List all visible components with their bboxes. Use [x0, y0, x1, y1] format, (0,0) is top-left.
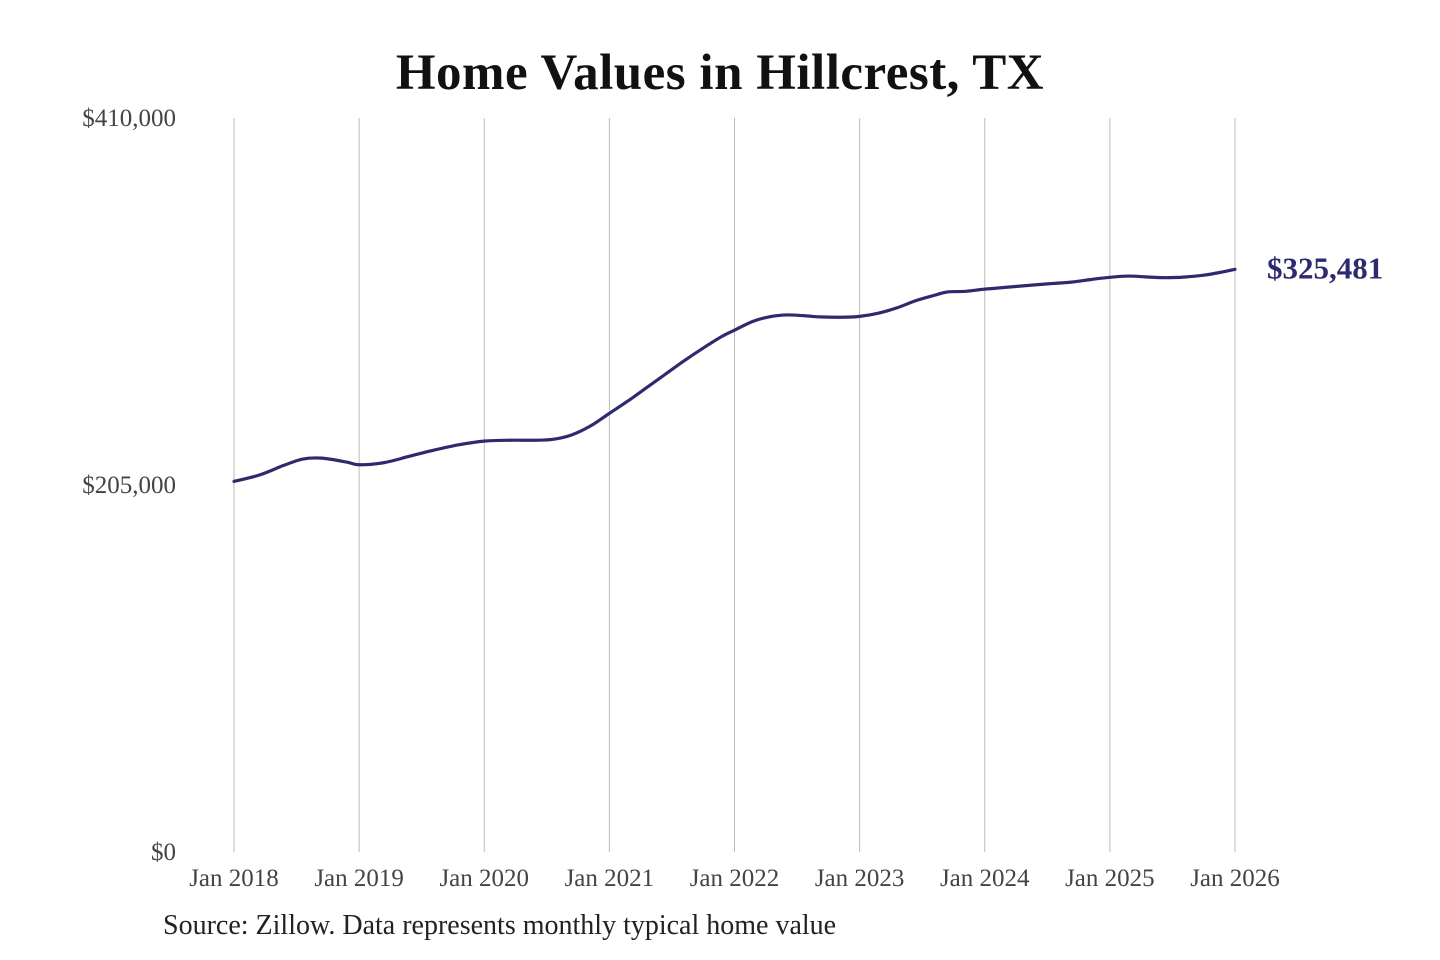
svg-text:Jan 2023: Jan 2023: [815, 865, 905, 892]
svg-text:Jan 2018: Jan 2018: [189, 865, 279, 892]
svg-text:Jan 2020: Jan 2020: [439, 865, 529, 892]
svg-text:Jan 2025: Jan 2025: [1065, 865, 1155, 892]
svg-text:Jan 2024: Jan 2024: [940, 865, 1030, 892]
svg-text:$205,000: $205,000: [82, 472, 176, 499]
svg-text:Jan 2019: Jan 2019: [314, 865, 404, 892]
svg-text:Jan 2022: Jan 2022: [690, 865, 780, 892]
svg-text:$410,000: $410,000: [82, 105, 176, 132]
svg-text:$325,481: $325,481: [1267, 250, 1383, 285]
svg-text:$0: $0: [151, 839, 176, 866]
svg-text:Jan 2026: Jan 2026: [1190, 865, 1280, 892]
svg-text:Jan 2021: Jan 2021: [565, 865, 655, 892]
